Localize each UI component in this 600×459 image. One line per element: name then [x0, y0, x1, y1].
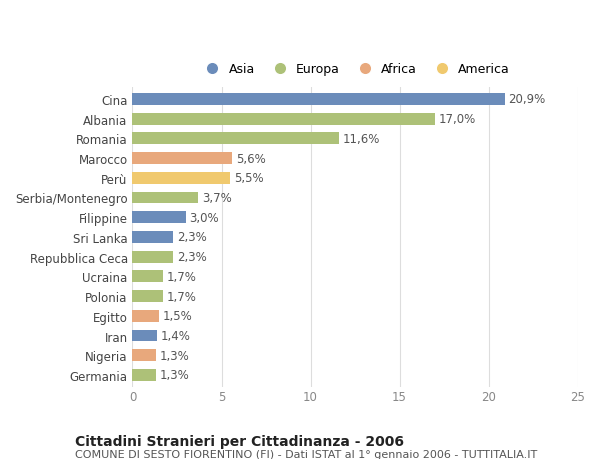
- Bar: [133, 192, 199, 204]
- Text: 2,3%: 2,3%: [177, 251, 207, 263]
- Text: 11,6%: 11,6%: [343, 133, 380, 146]
- Text: 1,3%: 1,3%: [159, 349, 189, 362]
- Legend: Asia, Europa, Africa, America: Asia, Europa, Africa, America: [195, 58, 515, 81]
- Text: COMUNE DI SESTO FIORENTINO (FI) - Dati ISTAT al 1° gennaio 2006 - TUTTITALIA.IT: COMUNE DI SESTO FIORENTINO (FI) - Dati I…: [75, 449, 537, 459]
- Text: 1,5%: 1,5%: [163, 310, 193, 323]
- Bar: [133, 133, 339, 145]
- Text: 1,7%: 1,7%: [166, 290, 196, 303]
- Text: 3,0%: 3,0%: [190, 211, 219, 224]
- Bar: [133, 271, 163, 283]
- Text: 3,7%: 3,7%: [202, 191, 232, 205]
- Bar: [133, 212, 186, 224]
- Text: 20,9%: 20,9%: [508, 93, 545, 106]
- Text: 1,7%: 1,7%: [166, 270, 196, 283]
- Bar: [133, 369, 155, 381]
- Text: 1,4%: 1,4%: [161, 329, 191, 342]
- Bar: [133, 330, 157, 341]
- Bar: [133, 251, 173, 263]
- Text: 2,3%: 2,3%: [177, 231, 207, 244]
- Text: 17,0%: 17,0%: [439, 113, 476, 126]
- Bar: [133, 153, 232, 165]
- Bar: [133, 173, 230, 184]
- Text: 5,5%: 5,5%: [234, 172, 263, 185]
- Bar: [133, 231, 173, 243]
- Bar: [133, 350, 155, 361]
- Bar: [133, 113, 435, 125]
- Text: Cittadini Stranieri per Cittadinanza - 2006: Cittadini Stranieri per Cittadinanza - 2…: [75, 434, 404, 448]
- Text: 1,3%: 1,3%: [159, 369, 189, 381]
- Bar: [133, 291, 163, 302]
- Bar: [133, 94, 505, 106]
- Bar: [133, 310, 159, 322]
- Text: 5,6%: 5,6%: [236, 152, 265, 165]
